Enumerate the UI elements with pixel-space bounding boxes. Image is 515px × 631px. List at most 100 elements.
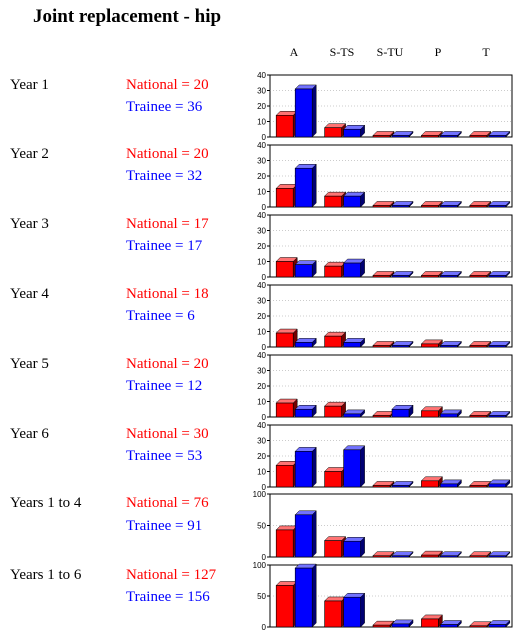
bar-top — [488, 341, 511, 346]
y-tick-label: 40 — [257, 351, 266, 360]
bar-top — [391, 619, 414, 625]
y-tick-label: 10 — [257, 398, 266, 407]
y-tick-label: 50 — [257, 522, 266, 531]
y-tick-label: 30 — [257, 227, 266, 236]
bar-top — [488, 271, 511, 276]
bar-front — [391, 408, 410, 418]
bar-side — [311, 510, 317, 558]
bar-front — [275, 188, 294, 208]
column-header: P — [434, 45, 442, 59]
bar-front — [343, 262, 361, 278]
bar-front — [469, 345, 488, 348]
national-bar — [469, 130, 492, 138]
column-headers: A S-TS S-TU P T — [0, 45, 515, 65]
bar-top — [420, 476, 444, 482]
y-tick-label: 100 — [253, 561, 267, 570]
bar-top — [275, 398, 298, 404]
national-count: National = 18 — [126, 286, 209, 302]
trainee-bar — [342, 191, 366, 208]
bar-top — [469, 271, 492, 276]
y-tick-label: 0 — [262, 273, 267, 282]
bar-front — [421, 618, 439, 628]
page-title: Joint replacement - hip — [33, 6, 222, 27]
bar-front — [440, 555, 458, 558]
national-count: National = 127 — [126, 567, 217, 583]
row-label: Year 1 — [10, 77, 49, 93]
trainee-bar — [439, 200, 463, 208]
bar-front — [391, 205, 410, 208]
trainee-bar — [342, 445, 366, 488]
bar-front — [294, 88, 313, 138]
bar-top — [420, 201, 444, 206]
bar-front — [275, 464, 294, 488]
trainee-bar — [294, 259, 317, 278]
row-label: Year 2 — [10, 146, 49, 162]
row-label: Year 5 — [10, 356, 49, 372]
bar-front — [488, 275, 507, 278]
national-bar — [420, 550, 444, 558]
bar-top — [469, 411, 492, 416]
bar-top — [342, 592, 366, 598]
bar-front — [469, 205, 488, 208]
national-bar — [275, 580, 298, 628]
bar-front — [372, 415, 391, 418]
y-tick-label: 0 — [262, 133, 267, 142]
bar-top — [391, 551, 414, 556]
bar-top — [372, 131, 395, 136]
chart-panel: 0 10 20 30 40 — [257, 351, 513, 422]
trainee-count: Trainee = 12 — [126, 378, 203, 394]
national-bar — [275, 110, 298, 138]
bar-front — [294, 514, 313, 558]
bar-top — [488, 479, 511, 485]
national-bar — [420, 614, 444, 628]
national-bar — [469, 270, 492, 278]
bar-front — [421, 275, 439, 278]
bar-top — [294, 563, 317, 569]
bar-front — [372, 624, 391, 628]
trainee-count: Trainee = 91 — [126, 518, 203, 534]
trainee-bar — [342, 258, 366, 278]
bar-front — [391, 555, 410, 558]
bar-front — [324, 471, 342, 488]
bar-front — [324, 335, 342, 348]
y-tick-label: 10 — [257, 328, 266, 337]
y-tick-label: 10 — [257, 188, 266, 197]
bar-top — [323, 596, 347, 602]
national-bar — [323, 331, 347, 348]
y-tick-label: 20 — [257, 312, 266, 321]
bar-top — [439, 479, 463, 485]
national-count: National = 20 — [126, 77, 209, 93]
trainee-bar — [488, 619, 511, 628]
column-header: S-TS — [329, 45, 355, 59]
bar-front — [324, 540, 342, 558]
trainee-bar — [342, 536, 366, 558]
trainee-bar — [342, 592, 366, 628]
bar-front — [421, 480, 439, 488]
bar-front — [421, 343, 439, 348]
bar-top — [323, 536, 347, 541]
chart-panel: 0 50 100 — [253, 490, 513, 562]
bar-front — [421, 410, 439, 418]
bar-front — [324, 600, 342, 628]
bar-top — [420, 339, 444, 345]
national-bar — [420, 130, 444, 138]
bar-front — [294, 451, 313, 488]
bar-front — [391, 275, 410, 278]
trainee-bar — [488, 479, 511, 488]
trainee-bar — [391, 200, 414, 208]
bar-front — [275, 115, 294, 138]
national-bar — [372, 480, 395, 488]
national-bar — [275, 398, 298, 418]
bar-top — [439, 409, 463, 415]
bar-top — [342, 125, 366, 130]
bar-front — [391, 135, 410, 138]
bar-front — [391, 623, 410, 628]
bar-front — [440, 275, 458, 278]
trainee-bar — [488, 410, 511, 418]
bar-top — [391, 271, 414, 276]
bar-top — [488, 131, 511, 136]
bar-top — [342, 258, 366, 264]
trainee-bar — [391, 404, 414, 418]
y-tick-label: 20 — [257, 102, 266, 111]
trainee-bar — [488, 200, 511, 208]
